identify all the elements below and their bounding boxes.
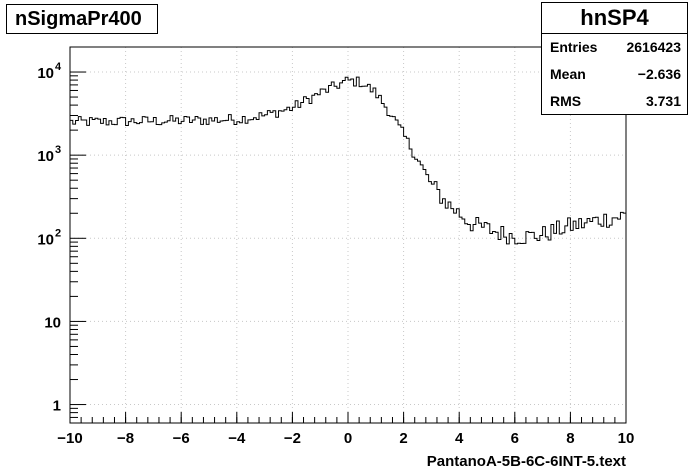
chart-title: nSigmaPr400 xyxy=(6,4,158,34)
x-tick-label: −4 xyxy=(228,430,246,447)
y-tick-exponent: 3 xyxy=(55,144,61,156)
stats-label: RMS xyxy=(550,93,582,109)
x-tick-label: 2 xyxy=(399,430,407,447)
x-tick-label: −8 xyxy=(117,430,134,447)
y-tick-label: 1 xyxy=(53,398,61,415)
y-tick-label: 10 xyxy=(44,314,61,331)
x-tick-label: −2 xyxy=(284,430,301,447)
x-tick-label: 10 xyxy=(618,430,635,447)
stats-histogram-name: hnSP4 xyxy=(542,3,687,34)
stats-box: hnSP4 Entries 2616423 Mean −2.636 RMS 3.… xyxy=(541,2,688,115)
x-tick-label: −10 xyxy=(57,430,82,447)
y-tick-label: 10 xyxy=(37,65,54,82)
grid-lines xyxy=(70,47,626,423)
y-tick-label: 10 xyxy=(37,148,54,165)
x-axis-ticks: −10 −8 −6 −4 −2 0 2 4 6 8 10 xyxy=(57,412,634,447)
histogram-line xyxy=(70,76,627,423)
x-tick-label: 4 xyxy=(455,430,464,447)
stats-row-mean: Mean −2.636 xyxy=(542,61,687,88)
stats-row-entries: Entries 2616423 xyxy=(542,34,687,61)
y-tick-label: 10 xyxy=(37,231,54,248)
x-axis-label: PantanoA-5B-6C-6INT-5.text xyxy=(427,453,626,470)
stats-label: Entries xyxy=(550,39,598,55)
stats-value: 2616423 xyxy=(626,39,681,55)
x-tick-label: −6 xyxy=(173,430,190,447)
stats-row-rms: RMS 3.731 xyxy=(542,88,687,115)
x-tick-label: 0 xyxy=(344,430,352,447)
y-tick-exponent: 4 xyxy=(55,61,62,73)
stats-value: 3.731 xyxy=(645,93,681,109)
y-tick-exponent: 2 xyxy=(55,227,61,239)
stats-label: Mean xyxy=(550,66,586,82)
x-tick-label: 6 xyxy=(511,430,519,447)
x-tick-label: 8 xyxy=(566,430,574,447)
stats-value: −2.636 xyxy=(637,66,681,82)
